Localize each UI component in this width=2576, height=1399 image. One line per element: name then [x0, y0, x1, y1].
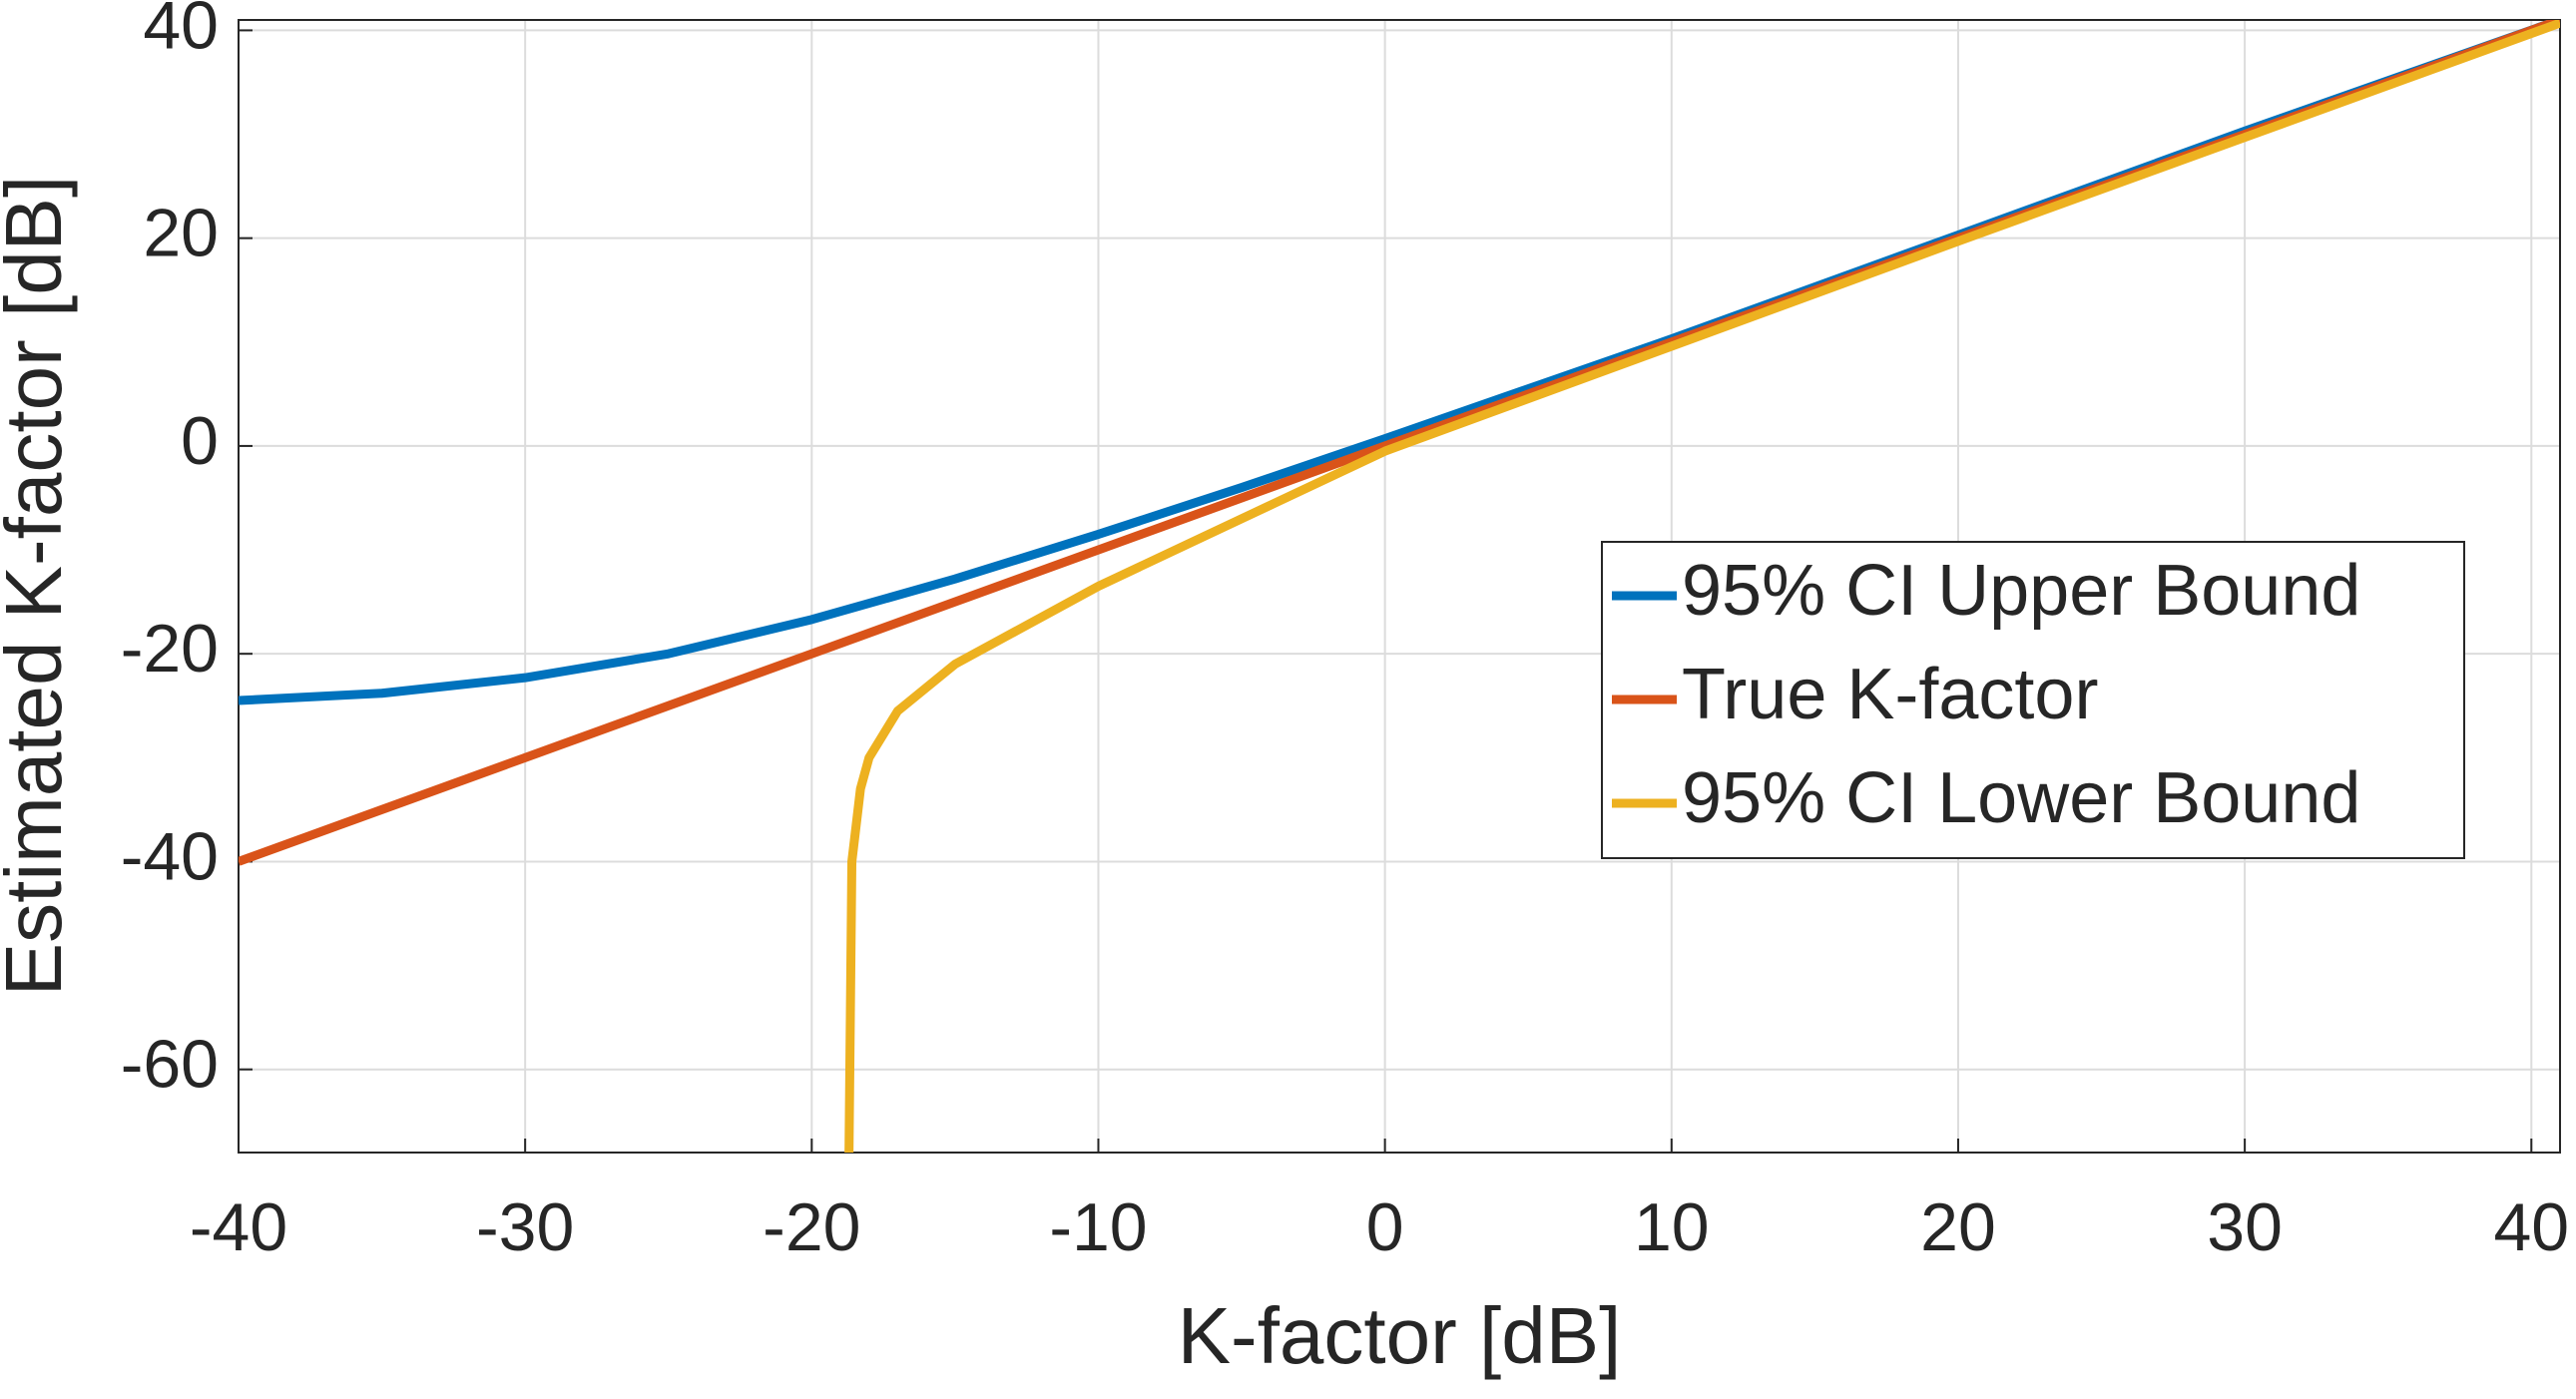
x-tick-label: -20: [763, 1189, 860, 1265]
y-tick-label: 40: [143, 0, 219, 63]
x-tick-label: -30: [476, 1189, 574, 1265]
x-tick-label: -40: [190, 1189, 287, 1265]
legend-label: 95% CI Lower Bound: [1682, 758, 2360, 838]
y-tick-label: -20: [121, 611, 219, 687]
legend-box: [1601, 541, 2465, 859]
x-tick-label: 10: [1634, 1189, 1710, 1265]
legend-label: True K-factor: [1682, 655, 2098, 734]
x-axis-label: K-factor [dB]: [1178, 1291, 1622, 1380]
y-tick-label: 20: [143, 196, 219, 271]
legend-label: 95% CI Upper Bound: [1682, 551, 2360, 631]
line-series: [844, 20, 2560, 1153]
y-tick-label: -40: [121, 818, 219, 894]
y-tick-label: -60: [121, 1027, 219, 1103]
x-tick-label: 20: [1920, 1189, 1996, 1265]
plot-frame: [238, 19, 2561, 1154]
y-axis-label: Estimated K-factor [dB]: [0, 176, 78, 997]
x-tick-label: 0: [1366, 1189, 1404, 1265]
x-tick-label: 30: [2207, 1189, 2283, 1265]
y-tick-label: 0: [181, 403, 219, 479]
x-tick-label: -10: [1049, 1189, 1147, 1265]
x-tick-label: 40: [2493, 1189, 2569, 1265]
